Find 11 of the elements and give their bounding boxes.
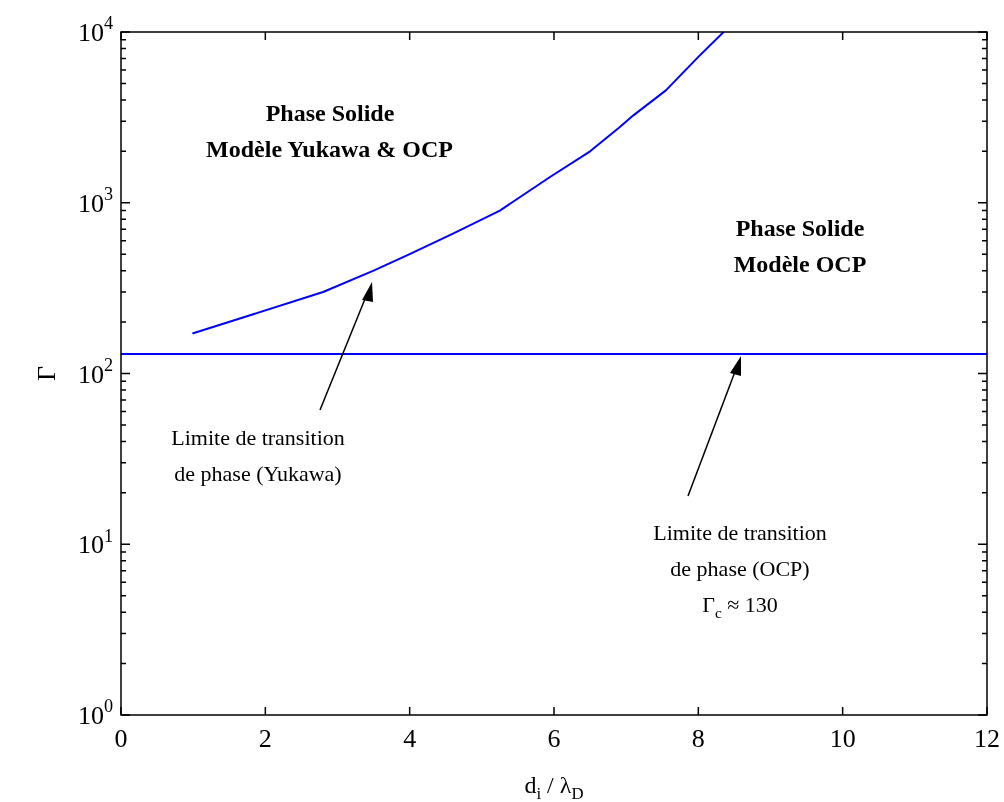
x-tick-label: 2 — [258, 724, 272, 753]
annotation: Phase Solide Modèle OCP — [733, 215, 867, 277]
x-tick-label: 12 — [974, 724, 1000, 753]
annotation: Limite de transition de phase (Yukawa) — [171, 425, 345, 486]
x-tick-label: 10 — [829, 724, 856, 753]
x-tick-label: 0 — [114, 724, 128, 753]
x-tick-label: 8 — [691, 724, 705, 753]
annotation: Phase Solide Modèle Yukawa & OCP — [206, 100, 453, 162]
x-tick-label: 6 — [547, 724, 561, 753]
x-tick-label: 4 — [403, 724, 417, 753]
y-axis-title: Γ — [32, 365, 61, 382]
